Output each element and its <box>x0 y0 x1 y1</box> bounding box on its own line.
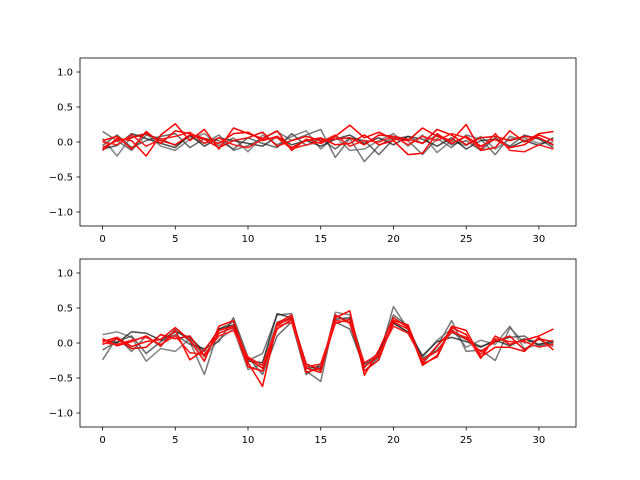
series-line-5 <box>102 318 554 374</box>
y-tick-label: −0.5 <box>49 173 73 184</box>
x-tick-label: 5 <box>172 234 178 245</box>
y-tick-label: −1.0 <box>49 409 73 420</box>
x-tick-label: 15 <box>314 435 327 446</box>
series-line-6 <box>102 128 554 149</box>
bottom-subplot: 0 5 10 15 20 25 30 −1.0 −0.5 0.0 0.5 1.0 <box>49 258 577 446</box>
series-line-7 <box>102 319 554 368</box>
y-tick-label: 0.0 <box>57 138 73 149</box>
top-subplot: 0 5 10 15 20 25 30 −1.0 −0.5 0.0 0.5 1.0 <box>49 57 577 245</box>
x-tick-label: 15 <box>314 234 327 245</box>
series-line-3 <box>102 132 554 150</box>
x-tick-label: 0 <box>99 234 105 245</box>
series-group <box>101 123 554 163</box>
y-tick-label: −0.5 <box>49 374 73 385</box>
x-tick-label: 30 <box>533 234 546 245</box>
series-line-5 <box>102 130 554 156</box>
x-tick-label: 0 <box>99 435 105 446</box>
x-tick-label: 5 <box>172 435 178 446</box>
x-tick-label: 25 <box>460 234 473 245</box>
y-tick-label: 0.0 <box>57 339 73 350</box>
x-tick-label: 20 <box>387 234 400 245</box>
y-tick-label: 1.0 <box>57 68 73 79</box>
x-tick-label: 25 <box>460 435 473 446</box>
x-tick-label: 10 <box>242 234 255 245</box>
y-tick-label: 0.5 <box>57 103 73 114</box>
x-tick-label: 30 <box>533 435 546 446</box>
series-group <box>101 305 554 388</box>
x-tick-label: 20 <box>387 435 400 446</box>
y-tick-label: 1.0 <box>57 269 73 280</box>
y-tick-label: 0.5 <box>57 304 73 315</box>
series-line-7 <box>102 131 554 153</box>
y-tick-label: −1.0 <box>49 208 73 219</box>
x-tick-label: 10 <box>242 435 255 446</box>
